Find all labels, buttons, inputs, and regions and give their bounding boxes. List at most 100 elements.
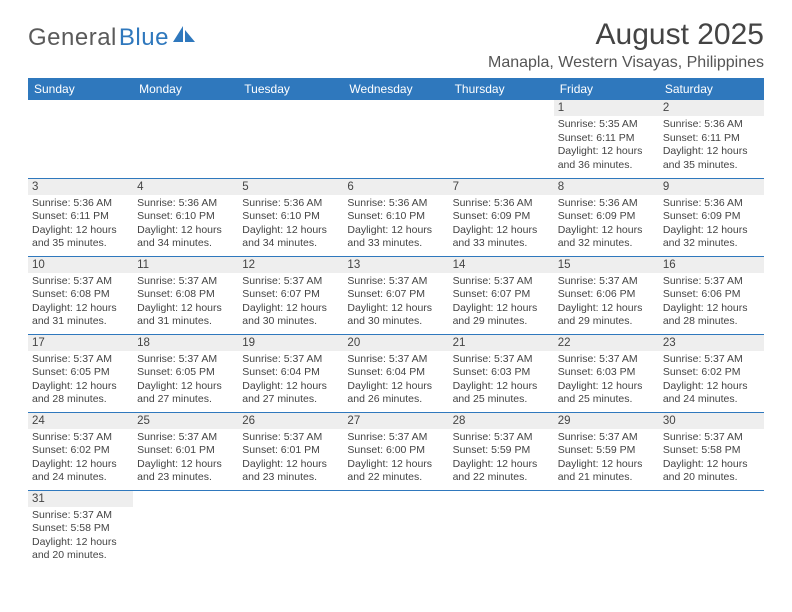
weekday-header: Saturday: [659, 78, 764, 100]
calendar-cell: 5Sunrise: 5:36 AMSunset: 6:10 PMDaylight…: [238, 178, 343, 256]
calendar-cell: 21Sunrise: 5:37 AMSunset: 6:03 PMDayligh…: [449, 334, 554, 412]
day-details: Sunrise: 5:37 AMSunset: 6:07 PMDaylight:…: [449, 273, 554, 333]
day-details: Sunrise: 5:35 AMSunset: 6:11 PMDaylight:…: [554, 116, 659, 176]
weekday-header: Tuesday: [238, 78, 343, 100]
calendar-body: 1Sunrise: 5:35 AMSunset: 6:11 PMDaylight…: [28, 100, 764, 568]
calendar-cell: 17Sunrise: 5:37 AMSunset: 6:05 PMDayligh…: [28, 334, 133, 412]
day-details: Sunrise: 5:37 AMSunset: 5:58 PMDaylight:…: [28, 507, 133, 567]
month-title: August 2025: [488, 18, 764, 52]
day-number: 13: [343, 257, 448, 273]
day-number: 5: [238, 179, 343, 195]
logo: GeneralBlue: [28, 24, 195, 52]
calendar-cell: [28, 100, 133, 178]
calendar-cell: 26Sunrise: 5:37 AMSunset: 6:01 PMDayligh…: [238, 412, 343, 490]
day-number: 25: [133, 413, 238, 429]
day-details: Sunrise: 5:37 AMSunset: 6:03 PMDaylight:…: [554, 351, 659, 411]
day-details: Sunrise: 5:37 AMSunset: 5:59 PMDaylight:…: [449, 429, 554, 489]
day-number: 21: [449, 335, 554, 351]
calendar-cell: [343, 490, 448, 568]
day-details: Sunrise: 5:36 AMSunset: 6:10 PMDaylight:…: [133, 195, 238, 255]
day-details: Sunrise: 5:37 AMSunset: 6:01 PMDaylight:…: [238, 429, 343, 489]
calendar-cell: [133, 100, 238, 178]
day-details: Sunrise: 5:36 AMSunset: 6:10 PMDaylight:…: [343, 195, 448, 255]
weekday-header-row: SundayMondayTuesdayWednesdayThursdayFrid…: [28, 78, 764, 100]
day-details: Sunrise: 5:37 AMSunset: 6:00 PMDaylight:…: [343, 429, 448, 489]
calendar-cell: 29Sunrise: 5:37 AMSunset: 5:59 PMDayligh…: [554, 412, 659, 490]
logo-text-b: Blue: [119, 24, 169, 52]
day-details: Sunrise: 5:37 AMSunset: 6:06 PMDaylight:…: [659, 273, 764, 333]
calendar-cell: 28Sunrise: 5:37 AMSunset: 5:59 PMDayligh…: [449, 412, 554, 490]
calendar-cell: [238, 100, 343, 178]
day-number: 2: [659, 100, 764, 116]
day-number: 29: [554, 413, 659, 429]
day-details: Sunrise: 5:37 AMSunset: 6:03 PMDaylight:…: [449, 351, 554, 411]
day-number: 9: [659, 179, 764, 195]
day-number: 20: [343, 335, 448, 351]
calendar-cell: 2Sunrise: 5:36 AMSunset: 6:11 PMDaylight…: [659, 100, 764, 178]
calendar-cell: [449, 490, 554, 568]
day-number: 8: [554, 179, 659, 195]
calendar-cell: 22Sunrise: 5:37 AMSunset: 6:03 PMDayligh…: [554, 334, 659, 412]
day-details: Sunrise: 5:37 AMSunset: 6:05 PMDaylight:…: [133, 351, 238, 411]
day-details: Sunrise: 5:37 AMSunset: 6:08 PMDaylight:…: [133, 273, 238, 333]
day-number: 12: [238, 257, 343, 273]
calendar-cell: 9Sunrise: 5:36 AMSunset: 6:09 PMDaylight…: [659, 178, 764, 256]
calendar-cell: 10Sunrise: 5:37 AMSunset: 6:08 PMDayligh…: [28, 256, 133, 334]
calendar-cell: 1Sunrise: 5:35 AMSunset: 6:11 PMDaylight…: [554, 100, 659, 178]
calendar-cell: 16Sunrise: 5:37 AMSunset: 6:06 PMDayligh…: [659, 256, 764, 334]
day-number: 30: [659, 413, 764, 429]
day-details: Sunrise: 5:37 AMSunset: 6:04 PMDaylight:…: [238, 351, 343, 411]
weekday-header: Wednesday: [343, 78, 448, 100]
calendar-cell: 18Sunrise: 5:37 AMSunset: 6:05 PMDayligh…: [133, 334, 238, 412]
day-number: 22: [554, 335, 659, 351]
day-details: Sunrise: 5:37 AMSunset: 6:07 PMDaylight:…: [238, 273, 343, 333]
calendar-cell: 8Sunrise: 5:36 AMSunset: 6:09 PMDaylight…: [554, 178, 659, 256]
calendar-cell: [659, 490, 764, 568]
day-number: 26: [238, 413, 343, 429]
day-number: 31: [28, 491, 133, 507]
day-details: Sunrise: 5:36 AMSunset: 6:09 PMDaylight:…: [554, 195, 659, 255]
day-number: 24: [28, 413, 133, 429]
day-number: 17: [28, 335, 133, 351]
day-number: 16: [659, 257, 764, 273]
calendar-cell: [238, 490, 343, 568]
day-number: 28: [449, 413, 554, 429]
day-number: 15: [554, 257, 659, 273]
calendar-cell: 19Sunrise: 5:37 AMSunset: 6:04 PMDayligh…: [238, 334, 343, 412]
day-number: 10: [28, 257, 133, 273]
day-number: 23: [659, 335, 764, 351]
location-text: Manapla, Western Visayas, Philippines: [488, 54, 764, 72]
calendar-cell: [133, 490, 238, 568]
calendar-cell: 3Sunrise: 5:36 AMSunset: 6:11 PMDaylight…: [28, 178, 133, 256]
day-details: Sunrise: 5:37 AMSunset: 6:04 PMDaylight:…: [343, 351, 448, 411]
calendar-cell: 27Sunrise: 5:37 AMSunset: 6:00 PMDayligh…: [343, 412, 448, 490]
weekday-header: Friday: [554, 78, 659, 100]
day-number: 18: [133, 335, 238, 351]
weekday-header: Monday: [133, 78, 238, 100]
day-details: Sunrise: 5:36 AMSunset: 6:09 PMDaylight:…: [449, 195, 554, 255]
day-details: Sunrise: 5:37 AMSunset: 6:07 PMDaylight:…: [343, 273, 448, 333]
calendar-cell: 24Sunrise: 5:37 AMSunset: 6:02 PMDayligh…: [28, 412, 133, 490]
day-number: 27: [343, 413, 448, 429]
day-number: 6: [343, 179, 448, 195]
day-details: Sunrise: 5:36 AMSunset: 6:09 PMDaylight:…: [659, 195, 764, 255]
day-number: 4: [133, 179, 238, 195]
calendar-cell: 31Sunrise: 5:37 AMSunset: 5:58 PMDayligh…: [28, 490, 133, 568]
day-number: 11: [133, 257, 238, 273]
logo-sail-icon: [173, 24, 195, 44]
calendar-cell: [343, 100, 448, 178]
calendar-table: SundayMondayTuesdayWednesdayThursdayFrid…: [28, 78, 764, 568]
calendar-cell: 13Sunrise: 5:37 AMSunset: 6:07 PMDayligh…: [343, 256, 448, 334]
day-details: Sunrise: 5:36 AMSunset: 6:11 PMDaylight:…: [659, 116, 764, 176]
calendar-cell: 14Sunrise: 5:37 AMSunset: 6:07 PMDayligh…: [449, 256, 554, 334]
weekday-header: Sunday: [28, 78, 133, 100]
calendar-cell: 7Sunrise: 5:36 AMSunset: 6:09 PMDaylight…: [449, 178, 554, 256]
day-details: Sunrise: 5:37 AMSunset: 5:58 PMDaylight:…: [659, 429, 764, 489]
calendar-cell: 25Sunrise: 5:37 AMSunset: 6:01 PMDayligh…: [133, 412, 238, 490]
calendar-cell: 15Sunrise: 5:37 AMSunset: 6:06 PMDayligh…: [554, 256, 659, 334]
calendar-cell: 11Sunrise: 5:37 AMSunset: 6:08 PMDayligh…: [133, 256, 238, 334]
day-details: Sunrise: 5:36 AMSunset: 6:11 PMDaylight:…: [28, 195, 133, 255]
day-number: 19: [238, 335, 343, 351]
calendar-cell: 30Sunrise: 5:37 AMSunset: 5:58 PMDayligh…: [659, 412, 764, 490]
day-details: Sunrise: 5:37 AMSunset: 6:01 PMDaylight:…: [133, 429, 238, 489]
